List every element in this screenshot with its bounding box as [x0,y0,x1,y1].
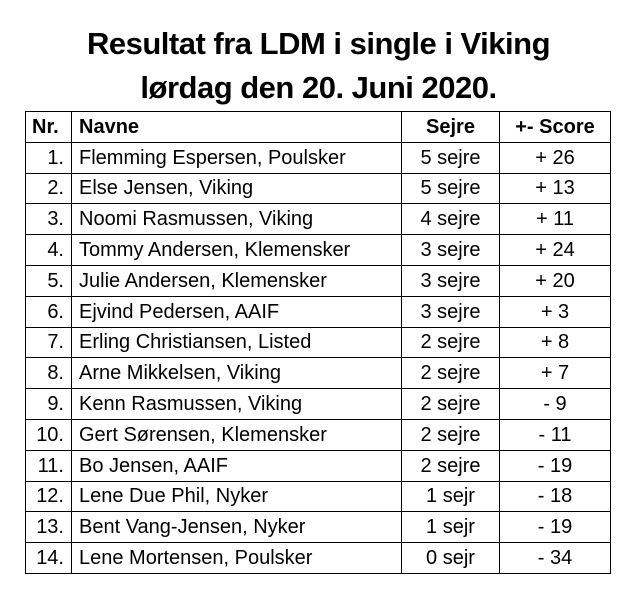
table-row: 3. Noomi Rasmussen, Viking 4 sejre + 11 [25,203,611,236]
rank-cell: 4. [25,234,72,266]
rank-cell: 6. [25,295,72,328]
score-cell: - 18 [499,480,611,513]
wins-cell: 2 sejre [401,326,500,359]
player-name-cell: Gert Sørensen, Klemensker [71,418,402,451]
table-row: 9. Kenn Rasmussen, Viking 2 sejre - 9 [25,388,611,420]
wins-cell: 5 sejre [401,141,500,174]
player-name-cell: Lene Mortensen, Poulsker [71,542,402,574]
rank-cell: 13. [25,511,72,544]
wins-cell: 5 sejre [401,172,500,205]
score-cell: - 19 [499,449,611,482]
wins-cell: 1 sejr [401,511,500,544]
table-row: 8. Arne Mikkelsen, Viking 2 sejre + 7 [25,357,611,390]
player-name-cell: Erling Christiansen, Listed [71,326,402,359]
player-name-cell: Bent Vang-Jensen, Nyker [71,511,402,544]
wins-cell: 3 sejre [401,264,500,297]
score-cell: - 34 [499,542,611,574]
wins-cell: 2 sejre [401,357,500,390]
score-cell: + 11 [499,203,611,236]
table-row: 2. Else Jensen, Viking 5 sejre + 13 [25,172,611,205]
table-row: 13. Bent Vang-Jensen, Nyker 1 sejr - 19 [25,511,611,544]
table-row: 14. Lene Mortensen, Poulsker 0 sejr - 34 [25,542,611,574]
table-row: 11. Bo Jensen, AAIF 2 sejre - 19 [25,449,611,482]
rank-cell: 7. [25,326,72,359]
player-name-cell: Ejvind Pedersen, AAIF [71,295,402,328]
table-row: 12. Lene Due Phil, Nyker 1 sejr - 18 [25,480,611,513]
header-nr: Nr. [25,111,72,143]
score-cell: + 24 [499,234,611,266]
header-score: +- Score [499,111,611,143]
table-row: 10. Gert Sørensen, Klemensker 2 sejre - … [25,418,611,451]
wins-cell: 3 sejre [401,295,500,328]
wins-cell: 2 sejre [401,449,500,482]
score-cell: - 9 [499,388,611,420]
rank-cell: 11. [25,449,72,482]
score-cell: + 3 [499,295,611,328]
rank-cell: 9. [25,388,72,420]
player-name-cell: Bo Jensen, AAIF [71,449,402,482]
score-cell: + 8 [499,326,611,359]
player-name-cell: Kenn Rasmussen, Viking [71,388,402,420]
table-row: 4. Tommy Andersen, Klemensker 3 sejre + … [25,234,611,266]
rank-cell: 10. [25,418,72,451]
table-row: 5. Julie Andersen, Klemensker 3 sejre + … [25,264,611,297]
wins-cell: 1 sejr [401,480,500,513]
score-cell: + 20 [499,264,611,297]
page-title: Resultat fra LDM i single i Viking [86,26,551,61]
rank-cell: 8. [25,357,72,390]
player-name-cell: Julie Andersen, Klemensker [71,264,402,297]
wins-cell: 3 sejre [401,234,500,266]
wins-cell: 2 sejre [401,388,500,420]
player-name-cell: Noomi Rasmussen, Viking [71,203,402,236]
rank-cell: 14. [25,542,72,574]
player-name-cell: Flemming Espersen, Poulsker [71,141,402,174]
score-cell: + 26 [499,141,611,174]
player-name-cell: Else Jensen, Viking [71,172,402,205]
header-name: Navne [71,111,402,143]
table-row: 1. Flemming Espersen, Poulsker 5 sejre +… [25,141,611,174]
rank-cell: 1. [25,141,72,174]
score-cell: - 11 [499,418,611,451]
table-row: 6. Ejvind Pedersen, AAIF 3 sejre + 3 [25,295,611,328]
player-name-cell: Tommy Andersen, Klemensker [71,234,402,266]
score-cell: + 13 [499,172,611,205]
score-cell: + 7 [499,357,611,390]
rank-cell: 12. [25,480,72,513]
results-table: Nr. Navne Sejre +- Score 1. Flemming Esp… [25,111,611,574]
table-header-row: Nr. Navne Sejre +- Score [25,111,611,143]
rank-cell: 2. [25,172,72,205]
table-row: 7. Erling Christiansen, Listed 2 sejre +… [25,326,611,359]
header-wins: Sejre [401,111,500,143]
player-name-cell: Arne Mikkelsen, Viking [71,357,402,390]
score-cell: - 19 [499,511,611,544]
rank-cell: 5. [25,264,72,297]
page-subtitle: lørdag den 20. Juni 2020. [140,70,497,105]
rank-cell: 3. [25,203,72,236]
player-name-cell: Lene Due Phil, Nyker [71,480,402,513]
wins-cell: 0 sejr [401,542,500,574]
wins-cell: 2 sejre [401,418,500,451]
wins-cell: 4 sejre [401,203,500,236]
